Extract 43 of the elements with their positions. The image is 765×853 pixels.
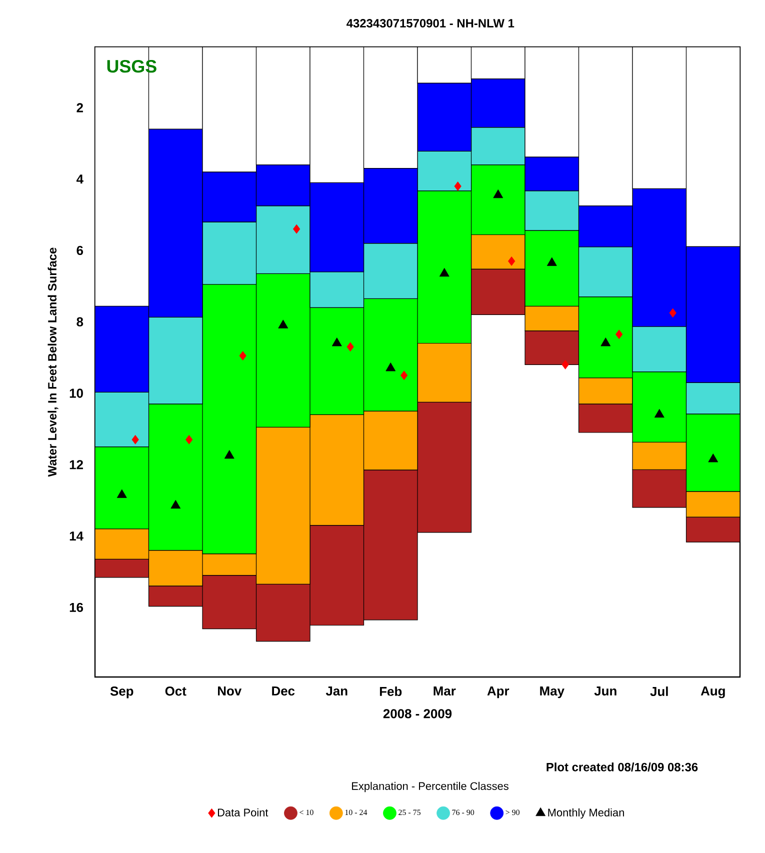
bar	[95, 558, 150, 578]
x-tick-label: Mar	[434, 686, 456, 696]
x-tick-label: Jul	[650, 686, 668, 696]
bar	[524, 190, 580, 231]
y-tick-label: 4	[76, 174, 84, 184]
x-tick-label: Sep	[110, 686, 134, 698]
bar	[578, 378, 633, 404]
legend-title: Explanation - Percentile Classes	[352, 782, 508, 792]
bar	[578, 404, 633, 433]
text: Plot created 08/16/09 08:36	[546, 762, 698, 772]
bar	[632, 442, 687, 470]
y-tick-label: 2	[76, 103, 83, 112]
bar	[578, 246, 633, 298]
bar	[470, 234, 526, 270]
x-tick-label: Feb	[380, 686, 402, 696]
y-tick-label: 16	[70, 602, 84, 612]
bar	[686, 382, 740, 414]
x-tick-label: Nov	[218, 686, 242, 696]
y-axis-title: Water Level, In Feet Below Land Surface	[48, 248, 58, 477]
bar	[686, 491, 740, 518]
bar	[417, 342, 472, 402]
legend-label: Monthly Median	[548, 808, 624, 819]
y-tick-label: 12	[70, 460, 83, 470]
bar	[686, 516, 740, 542]
bar	[632, 469, 687, 508]
x-tick-label: May	[540, 686, 564, 698]
bar	[524, 330, 580, 365]
chart-title: 432343071570901 - NH-NLW 1	[346, 19, 514, 28]
y-tick-label: 14	[70, 532, 84, 540]
bar	[470, 268, 526, 316]
y-tick-label: 8	[76, 317, 84, 326]
x-tick-label: Dec	[272, 686, 295, 696]
bar	[632, 326, 687, 372]
legend-label: Data Point	[218, 808, 268, 816]
x-tick-label: Aug	[700, 686, 725, 698]
y-tick-label: 6	[76, 246, 84, 256]
x-tick-label: Apr	[487, 686, 510, 698]
x-tick-label: Oct	[165, 686, 186, 696]
bar	[524, 306, 580, 332]
y-tick-label: 10	[70, 388, 83, 398]
x-tick-label: Jan	[326, 686, 348, 696]
x-axis-title: 2008 - 2009	[383, 709, 452, 718]
x-tick-label: Jun	[594, 686, 616, 696]
